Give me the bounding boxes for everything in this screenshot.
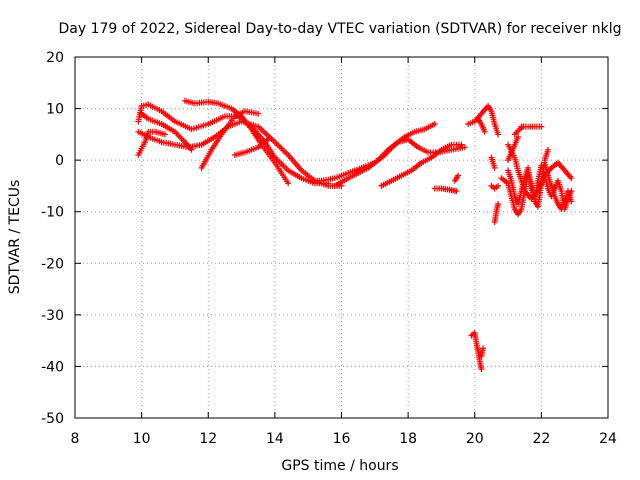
series-track-k (431, 185, 460, 195)
x-tick-label: 16 (333, 431, 351, 447)
series-track-q (488, 182, 502, 192)
x-axis: 8 10 12 14 16 18 20 22 24 (71, 57, 617, 447)
series-track-f (198, 108, 262, 171)
data-point (495, 131, 502, 138)
series-track-a (135, 101, 332, 187)
y-tick-label: -40 (41, 359, 64, 375)
data-point (545, 146, 551, 153)
y-tick-label: 10 (46, 102, 64, 118)
data-point (255, 110, 262, 117)
x-tick-label: 10 (133, 431, 151, 447)
series-track-l (451, 172, 462, 184)
data-point (453, 188, 460, 195)
chart-title: Day 179 of 2022, Sidereal Day-to-day VTE… (59, 21, 622, 37)
data-point (188, 146, 195, 153)
data-point (515, 133, 522, 140)
data-point (481, 128, 488, 135)
data-point (491, 164, 498, 171)
data-point (478, 366, 485, 372)
data-point (461, 144, 468, 151)
series-track-z (541, 159, 575, 213)
y-tick-label: -30 (41, 308, 64, 324)
y-axis-label: SDTVAR / TECUs (7, 180, 23, 295)
x-tick-label: 18 (399, 431, 417, 447)
data-point (265, 136, 272, 143)
series-track-o (468, 329, 485, 372)
x-tick-label: 14 (266, 431, 284, 447)
y-tick-label: 20 (46, 50, 64, 66)
x-axis-label: GPS time / hours (281, 458, 398, 474)
y-tick-label: 0 (55, 153, 64, 169)
data-point (161, 131, 168, 138)
data-point (431, 121, 438, 127)
series-track-c (138, 110, 195, 153)
data-point (495, 182, 502, 189)
y-axis: -50 -40 -30 -20 -10 0 10 20 (41, 50, 608, 427)
data-point (568, 198, 575, 205)
series-track-g (231, 136, 272, 158)
data-points (135, 97, 575, 372)
grid (75, 57, 608, 418)
series-track-m (465, 103, 502, 138)
y-tick-label: -20 (41, 256, 64, 272)
series-track-i (331, 136, 468, 189)
series-track-s (488, 154, 498, 171)
x-tick-label: 24 (599, 431, 617, 447)
x-tick-label: 22 (532, 431, 550, 447)
series-track-n (475, 115, 488, 135)
data-point (568, 175, 575, 182)
y-tick-label: -50 (41, 411, 64, 427)
series-track-x (511, 123, 527, 138)
data-point (538, 123, 545, 130)
series-track-p (478, 345, 487, 360)
data-point (480, 345, 487, 352)
data-point (285, 180, 292, 187)
x-tick-label: 20 (466, 431, 484, 447)
series-track-y (505, 133, 522, 164)
series-track-d (135, 128, 168, 158)
x-tick-label: 12 (199, 431, 217, 447)
y-tick-label: -10 (41, 205, 64, 221)
data-point (520, 123, 527, 130)
data-point (458, 141, 465, 148)
series-track-j (378, 141, 465, 189)
series-track-r (491, 201, 502, 225)
x-tick-label: 8 (71, 431, 80, 447)
data-point (455, 172, 462, 179)
data-point (495, 201, 502, 207)
series-track-h (305, 121, 438, 184)
